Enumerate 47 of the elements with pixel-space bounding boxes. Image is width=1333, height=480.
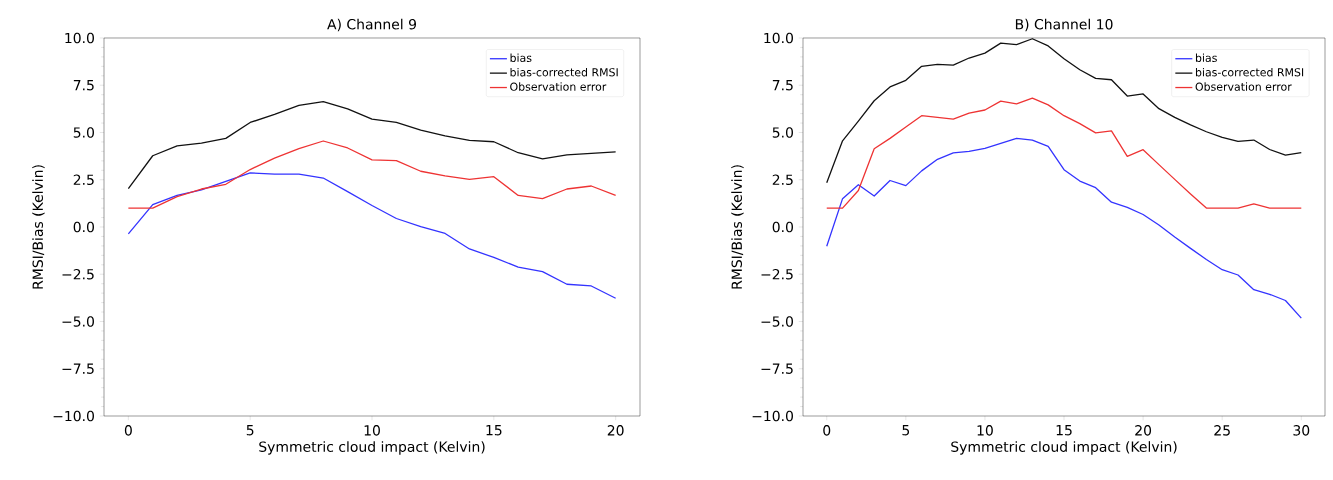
x-tick-label: 25	[1214, 425, 1230, 436]
y-tick-label: −10.0	[53, 410, 94, 422]
legend-label: Observation error	[1195, 82, 1292, 91]
x-tick-label: 5	[246, 425, 254, 436]
x-tick-label: 15	[1056, 425, 1072, 436]
y-axis-title: RMSI/Bias (Kelvin)	[32, 165, 45, 289]
y-tick-label: 7.5	[73, 80, 94, 91]
y-tick-label: 5.0	[772, 127, 793, 138]
x-tick-label: 20	[1135, 425, 1152, 436]
y-tick-label: −5.0	[62, 316, 94, 327]
x-tick-label: 10	[977, 425, 993, 436]
x-tick-label: 0	[823, 425, 831, 436]
y-tick-label: −2.5	[62, 268, 94, 280]
y-tick-label: −7.5	[62, 363, 94, 374]
y-tick-label: −10.0	[752, 410, 793, 422]
x-tick-label: 10	[364, 425, 380, 436]
line-series	[127, 140, 617, 209]
x-tick-label: 0	[124, 425, 132, 436]
chart-title: B) Channel 10	[1015, 18, 1113, 32]
line-series	[826, 38, 1302, 184]
y-tick-label: 7.5	[772, 80, 793, 91]
x-axis-title: Symmetric cloud impact (Kelvin)	[259, 441, 485, 455]
y-axis-title: RMSI/Bias (Kelvin)	[731, 165, 744, 289]
line-series	[127, 172, 617, 299]
y-tick-label: 2.5	[772, 174, 793, 186]
chart-title: A) Channel 9	[327, 18, 417, 32]
y-tick-label: 10.0	[65, 32, 94, 44]
legend-label: bias-corrected RMSI	[510, 67, 618, 77]
y-tick-label: 10.0	[764, 32, 793, 44]
legend-label: bias	[1195, 53, 1217, 62]
y-tick-label: −5.0	[761, 316, 793, 327]
y-tick-label: 2.5	[73, 174, 94, 186]
y-tick-label: −7.5	[761, 363, 793, 374]
x-tick-label: 20	[607, 425, 624, 436]
x-tick-label: 30	[1293, 425, 1310, 436]
y-tick-label: 5.0	[73, 127, 94, 138]
y-tick-label: 0.0	[73, 221, 94, 233]
legend-label: bias	[510, 53, 532, 62]
x-axis-title: Symmetric cloud impact (Kelvin)	[951, 441, 1177, 455]
legend-label: bias-corrected RMSI	[1195, 67, 1304, 77]
legend-label: Observation error	[510, 82, 607, 91]
y-tick-label: −2.5	[761, 268, 793, 280]
line-series	[826, 137, 1302, 319]
y-tick-label: 0.0	[772, 221, 793, 233]
line-series	[127, 101, 617, 190]
x-tick-label: 5	[902, 425, 910, 436]
x-tick-label: 15	[486, 425, 502, 436]
